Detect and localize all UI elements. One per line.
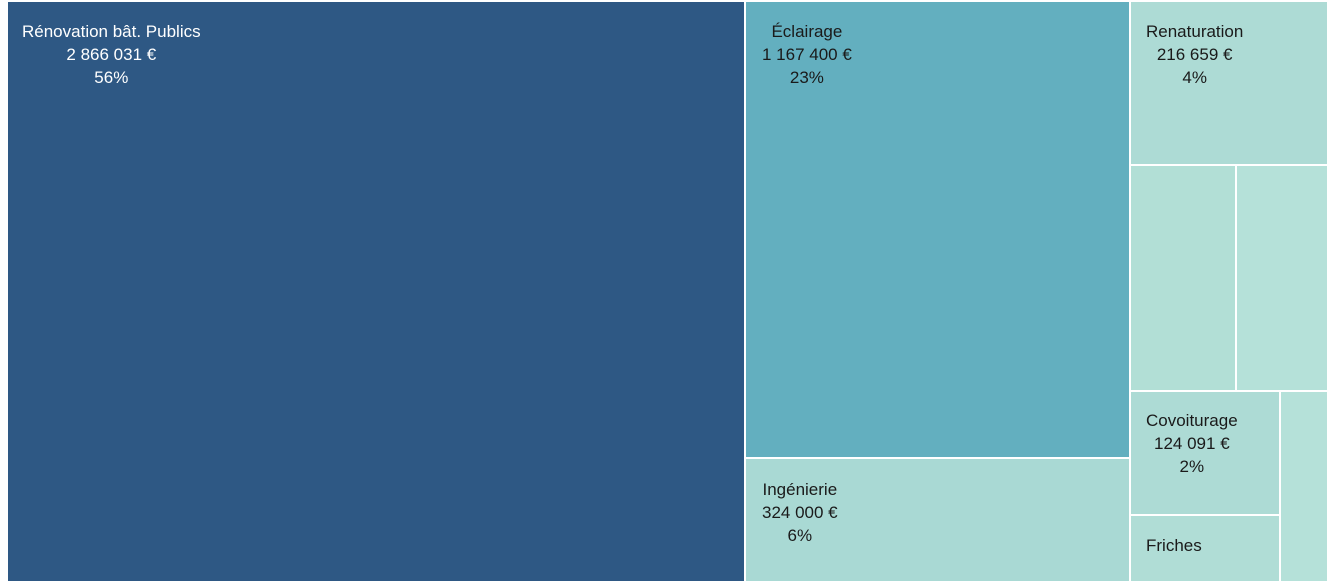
tile-renovation-text: Rénovation bât. Publics 2 866 031 € 56% (22, 20, 201, 89)
tile-ingenierie-label: Ingénierie (762, 480, 838, 499)
tile-renovation-label: Rénovation bât. Publics (22, 22, 201, 41)
tile-friches-label: Friches (1146, 536, 1202, 555)
tile-ingenierie: Ingénierie 324 000 € 6% (746, 459, 1131, 583)
tile-eclairage-text: Éclairage 1 167 400 € 23% (762, 20, 852, 89)
tile-ingenierie-text: Ingénierie 324 000 € 6% (762, 478, 838, 547)
tile-unlabeled-2 (1237, 166, 1329, 392)
tile-ingenierie-value: 324 000 € (762, 503, 838, 522)
tile-eclairage-value: 1 167 400 € (762, 45, 852, 64)
tile-eclairage: Éclairage 1 167 400 € 23% (746, 2, 1131, 459)
tile-covoiturage-percent: 2% (1179, 457, 1205, 476)
tile-renovation: Rénovation bât. Publics 2 866 031 € 56% (8, 2, 746, 583)
tile-unlabeled-3 (1281, 392, 1329, 583)
tile-covoiturage-text: Covoiturage 124 091 € 2% (1146, 409, 1238, 478)
tile-unlabeled-1 (1131, 166, 1237, 392)
tile-renovation-value: 2 866 031 € (66, 45, 157, 64)
tile-ingenierie-percent: 6% (787, 526, 813, 545)
tile-renaturation-label: Renaturation (1146, 22, 1244, 41)
tile-renaturation-percent: 4% (1182, 68, 1207, 87)
tile-covoiturage-label: Covoiturage (1146, 411, 1238, 430)
tile-covoiturage-value: 124 091 € (1154, 434, 1230, 453)
tile-eclairage-percent: 23% (789, 68, 824, 87)
tile-renaturation-value: 216 659 € (1156, 45, 1233, 64)
tile-eclairage-label: Éclairage (771, 22, 843, 41)
tile-renovation-percent: 56% (94, 68, 129, 87)
tile-friches: Friches (1131, 516, 1281, 583)
tile-friches-text: Friches (1146, 534, 1202, 557)
tile-renaturation: Renaturation 216 659 € 4% (1131, 2, 1329, 166)
tile-covoiturage: Covoiturage 124 091 € 2% (1131, 392, 1281, 516)
tile-renaturation-text: Renaturation 216 659 € 4% (1146, 20, 1243, 89)
